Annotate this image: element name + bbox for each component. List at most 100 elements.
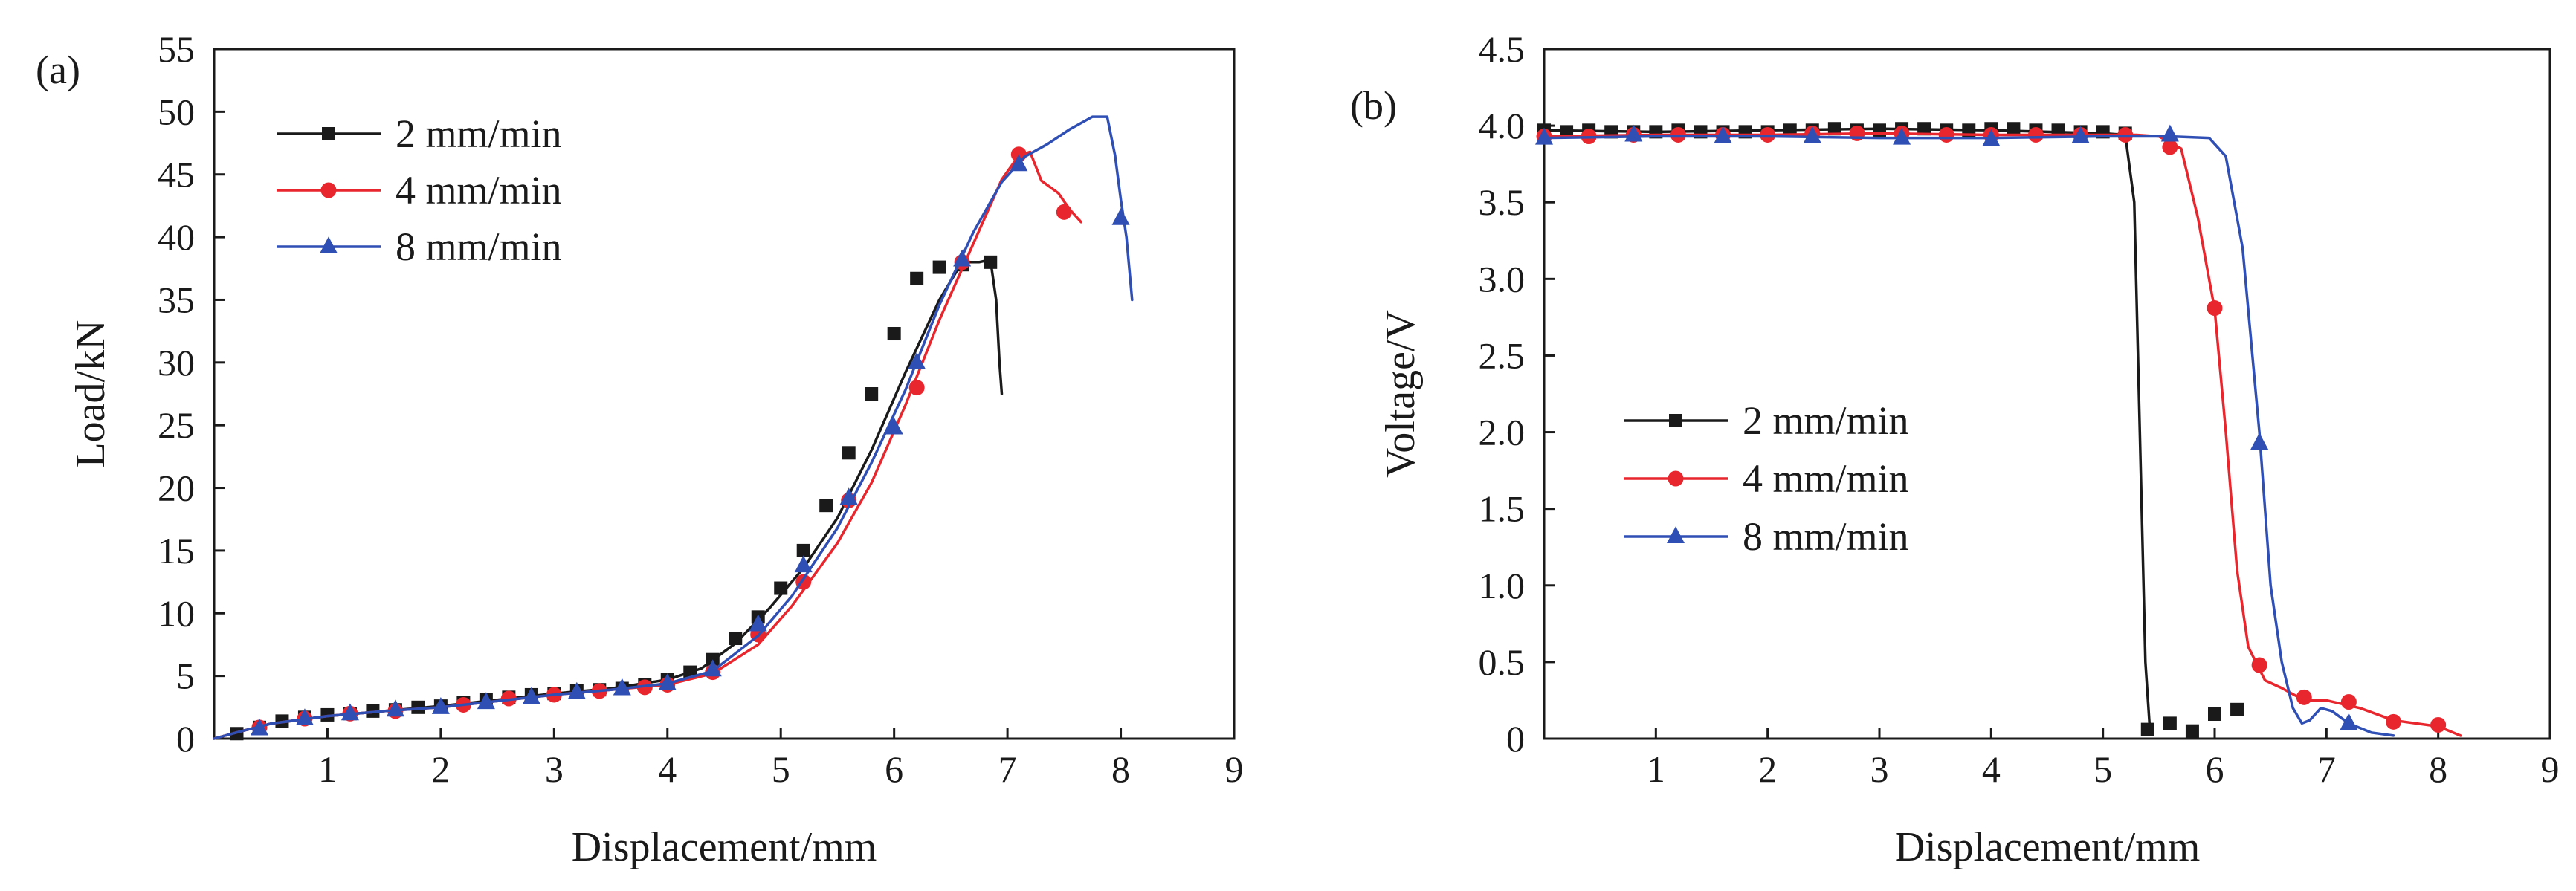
y-axis-title: Load/kN [68, 320, 114, 467]
data-point [477, 692, 495, 710]
legend-entry: 4 mm/min [277, 168, 562, 213]
data-point [2230, 702, 2244, 716]
series-line [213, 258, 1004, 740]
x-tick-label: 2 [431, 748, 450, 790]
x-tick-label: 1 [1647, 748, 1665, 790]
data-point [887, 327, 901, 341]
y-tick-label: 0 [176, 718, 195, 759]
x-tick-label: 8 [1111, 748, 1130, 790]
x-tick-label: 5 [772, 748, 790, 790]
y-tick-label: 45 [158, 154, 195, 195]
data-point [1917, 122, 1931, 136]
y-tick-label: 5 [176, 655, 195, 697]
y-tick-label: 3.0 [1479, 258, 1526, 299]
data-point [340, 703, 359, 721]
plot-area-frame [1543, 48, 2551, 740]
data-point [2251, 657, 2267, 673]
y-tick-label: 50 [158, 91, 195, 132]
series-4-mm-min [1536, 125, 2462, 737]
x-tick-label: 9 [1225, 748, 1244, 790]
x-tick-label: 7 [998, 748, 1017, 790]
data-point [984, 255, 998, 269]
legend-entry: 2 mm/min [1624, 398, 1909, 443]
data-point [1893, 127, 1911, 145]
series-2-mm-min [213, 255, 1004, 741]
data-point [1535, 127, 1553, 145]
legend-marker [1669, 414, 1682, 427]
data-point [2163, 716, 2177, 730]
data-point [658, 673, 677, 690]
y-tick-label: 4.5 [1479, 28, 1526, 70]
legend-marker [322, 127, 335, 140]
data-point [411, 700, 425, 714]
data-point [1111, 207, 1130, 225]
data-point [819, 499, 833, 513]
x-tick-label: 2 [1758, 748, 1777, 790]
x-tick-label: 9 [2541, 748, 2560, 790]
data-point [522, 687, 540, 704]
data-point [794, 555, 813, 573]
series-line [1543, 132, 2462, 737]
data-point [2250, 432, 2269, 450]
x-tick-label: 4 [658, 748, 677, 790]
series-4-mm-min [213, 146, 1082, 740]
data-point [749, 614, 767, 632]
y-tick-label: 35 [158, 279, 195, 320]
data-point [1982, 129, 2001, 146]
data-point [613, 678, 631, 696]
legend-marker [1667, 526, 1685, 543]
x-axis-title: Displacement/mm [1895, 824, 2201, 870]
x-tick-label: 6 [2206, 748, 2224, 790]
data-point [431, 697, 450, 714]
data-point [2007, 122, 2021, 136]
data-point [2140, 722, 2154, 736]
data-point [1873, 123, 1886, 137]
data-point [1670, 126, 1686, 143]
data-point [2430, 716, 2447, 733]
series-line [1543, 135, 2395, 737]
data-point [1803, 126, 1821, 143]
legend-label: 8 mm/min [1743, 514, 1909, 559]
data-point [386, 699, 404, 717]
legend-label: 2 mm/min [1743, 398, 1909, 443]
data-point [2071, 126, 2090, 143]
y-tick-label: 20 [158, 467, 195, 509]
data-point [1938, 126, 1954, 143]
data-point [774, 581, 788, 595]
legend-marker [320, 182, 337, 198]
y-tick-label: 4.0 [1479, 105, 1526, 146]
legend-label: 4 mm/min [396, 168, 562, 213]
data-point [885, 417, 903, 435]
y-tick-label: 15 [158, 530, 195, 571]
series-line [213, 115, 1134, 740]
data-point [2340, 713, 2358, 730]
legend-entry: 4 mm/min [1624, 456, 1909, 501]
x-tick-label: 8 [2429, 748, 2447, 790]
y-tick-label: 2.5 [1479, 334, 1526, 376]
legend-label: 2 mm/min [396, 111, 562, 156]
data-point [2162, 139, 2178, 155]
x-tick-label: 7 [2317, 748, 2336, 790]
y-tick-label: 2.0 [1479, 412, 1526, 453]
data-point [729, 632, 743, 646]
legend-marker [1668, 470, 1684, 487]
data-point [796, 543, 810, 557]
data-point [2117, 126, 2134, 143]
legend-label: 8 mm/min [396, 224, 562, 269]
y-tick-label: 55 [158, 28, 195, 70]
data-point [2296, 689, 2312, 705]
data-point [908, 352, 926, 369]
x-tick-label: 5 [2094, 748, 2112, 790]
x-tick-label: 1 [318, 748, 337, 790]
data-point [2340, 694, 2357, 710]
data-point [839, 487, 858, 505]
x-axis-title: Displacement/mm [572, 824, 877, 870]
data-point [932, 260, 946, 274]
data-point [2185, 724, 2199, 738]
y-tick-label: 25 [158, 404, 195, 446]
data-point [703, 659, 722, 677]
x-tick-label: 4 [1982, 748, 2001, 790]
legend-entry: 2 mm/min [277, 111, 562, 156]
